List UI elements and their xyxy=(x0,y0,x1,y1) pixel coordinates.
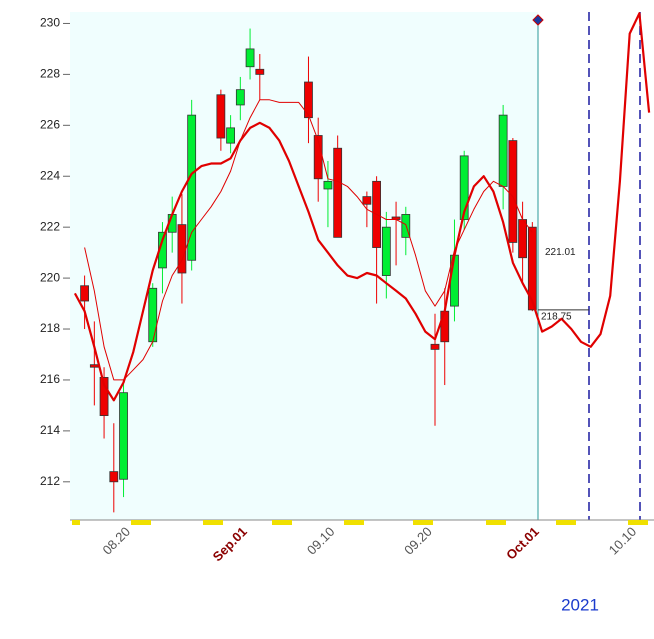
axis-dash xyxy=(556,520,576,525)
y-tick-label: 220 xyxy=(40,270,60,284)
candle-body xyxy=(187,114,197,261)
indicator-line xyxy=(84,99,533,381)
candle-body xyxy=(99,377,109,416)
candle-body xyxy=(430,343,440,350)
year-label: 2021 xyxy=(561,595,599,614)
candle-body xyxy=(323,180,333,190)
y-tick-label: 216 xyxy=(40,372,60,386)
axis-decoration xyxy=(72,520,648,525)
price-annotation: 221.01 xyxy=(545,247,576,258)
axis-dash xyxy=(413,520,433,525)
y-tick-label: 228 xyxy=(40,67,60,81)
axis-dash xyxy=(203,520,223,525)
x-tick-label: 09.20 xyxy=(401,524,435,558)
candle-body xyxy=(89,364,99,368)
candle-body xyxy=(381,226,391,276)
candle-body xyxy=(527,226,537,311)
axis-dash xyxy=(272,520,292,525)
y-tick-label: 224 xyxy=(40,168,60,182)
candle-body xyxy=(255,68,265,75)
candle-body xyxy=(508,140,518,243)
axis-dash xyxy=(628,520,648,525)
candle-body xyxy=(80,285,89,302)
candle-body xyxy=(177,224,187,274)
x-tick-label: Oct.01 xyxy=(503,524,542,563)
x-tick-label: 10.10 xyxy=(606,524,640,558)
candle-body xyxy=(235,89,245,106)
candle-body xyxy=(518,219,527,259)
candle-body xyxy=(498,114,508,187)
axis-dash xyxy=(72,520,80,525)
y-tick-label: 212 xyxy=(40,474,60,488)
candle-body xyxy=(440,310,450,343)
plot-background xyxy=(70,12,538,520)
axis-dash xyxy=(131,520,151,525)
axis-dash xyxy=(486,520,506,525)
y-tick-label: 214 xyxy=(40,423,60,437)
candle-body xyxy=(245,48,255,68)
candle-body xyxy=(119,392,128,480)
axis-dash xyxy=(344,520,364,525)
candle-body xyxy=(459,155,469,220)
x-tick-label: Sep.01 xyxy=(210,524,250,564)
candle-body xyxy=(226,127,236,144)
y-tick-label: 218 xyxy=(40,321,60,335)
candle-body xyxy=(362,196,372,205)
candle-body xyxy=(109,471,119,483)
x-tick-label: 09.10 xyxy=(304,524,338,558)
marker-diamond xyxy=(532,14,544,26)
candle-body xyxy=(333,147,343,238)
candle-body xyxy=(304,81,313,119)
y-tick-label: 230 xyxy=(40,16,60,30)
y-tick-label: 222 xyxy=(40,219,60,233)
indicator-line xyxy=(73,12,651,402)
x-tick-label: 08.20 xyxy=(99,524,133,558)
candle-body xyxy=(148,287,158,343)
candle-body xyxy=(216,94,226,139)
y-tick-label: 226 xyxy=(40,117,60,131)
price-annotation: 218.75 xyxy=(541,312,572,323)
